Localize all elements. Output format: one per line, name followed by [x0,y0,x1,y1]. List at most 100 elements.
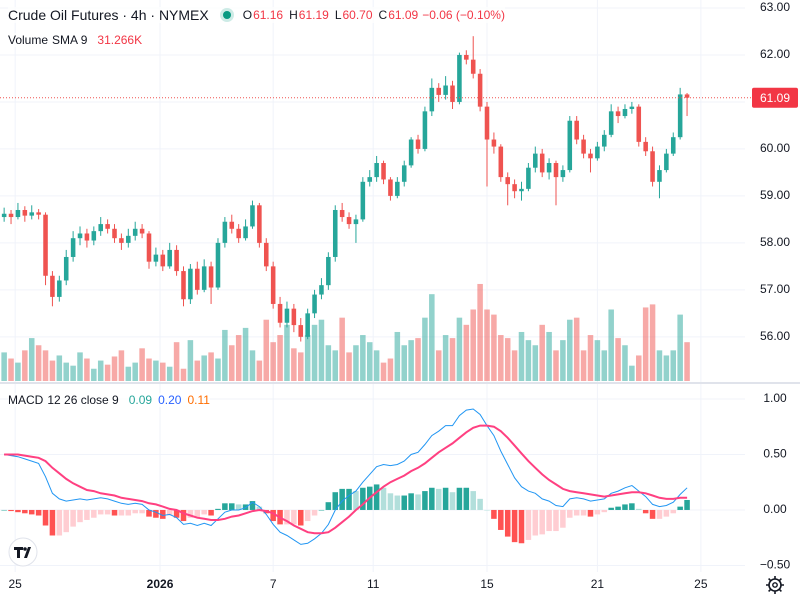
ohlc-values: O 61.16 H 61.19 L 60.70 C 61.09 [243,8,419,22]
volume-bar [325,345,332,381]
x-tick-label: 15 [480,577,494,591]
histogram-bar [629,503,635,510]
symbol-title[interactable]: Crude Oil Futures · 4h · NYMEX [8,7,209,23]
candle-body [174,249,179,272]
volume-layer [1,283,690,381]
histogram-bar [139,509,145,514]
last-price-tag [752,87,798,108]
volume-name[interactable]: Volume [8,33,49,47]
histogram-bar [222,503,228,510]
volume-bar [401,345,407,381]
volume-bar [656,350,663,381]
histogram-bar [84,509,90,520]
candle-body [201,266,207,290]
volume-bar [153,360,159,381]
histogram-bar [49,509,56,536]
volume-bar [484,309,490,381]
candle-body [505,177,510,185]
volume-bar [594,340,601,381]
histogram-bar [311,509,318,516]
candle-body [602,134,607,147]
candle-body [105,224,110,229]
volume-bar [256,360,263,381]
y-tick-label: 58.00 [760,235,790,249]
volume-bar [222,329,228,381]
histogram-bar [484,509,490,511]
y-tick-label: 63.00 [760,0,790,14]
volume-bar [291,348,297,381]
x-tick-label: 11 [367,577,380,591]
x-tick-label: 25 [8,577,22,591]
candle-body [553,163,559,178]
histogram-bar [91,509,97,518]
candle-body [112,228,117,239]
candle-body [270,266,276,304]
candle-body [422,111,428,149]
candle-body [470,59,476,74]
macd-legend-value: 0.20 [158,393,182,407]
histogram-bar [118,509,125,516]
candle-body [305,313,310,337]
histogram-bar [22,509,28,514]
histogram-bar [373,484,380,510]
candle-body [443,85,448,95]
volume-bar [187,340,194,381]
candle-body [560,170,566,178]
histogram-bar [132,509,138,514]
histogram-bar [256,506,263,510]
histogram-bar [332,492,339,510]
histogram-bar [518,509,525,544]
histogram-bar [28,509,35,515]
candle-body [436,87,441,95]
histogram-bar [318,509,325,511]
candle-body [22,209,28,216]
candle-body [15,209,21,218]
histogram-bar [580,509,587,516]
candle-body [498,146,504,178]
volume-bar [166,366,173,381]
candle-body [360,181,366,220]
volume-bar [63,362,69,381]
candle-body [574,120,579,140]
volume-bar [360,335,366,381]
volume-bar [380,362,387,381]
candle-body [629,106,635,109]
volume-bar [70,365,76,381]
y-tick-label: 0.50 [763,447,787,461]
volume-bar [670,350,677,381]
candle-body [160,254,166,267]
macd-layer [1,408,690,545]
volume-bar [539,324,545,381]
volume-bar [35,345,42,381]
volume-bar [373,350,380,381]
candle-body [346,217,352,225]
volume-bar [194,360,201,381]
candle-body [546,163,552,173]
volume-bar [511,350,518,381]
histogram-bar [491,509,497,519]
volume-bar [567,319,573,381]
histogram-bar [63,509,69,533]
candle-body [126,235,131,243]
candle-body [139,228,145,234]
x-tick-label: 21 [591,577,605,591]
histogram-bar [387,493,394,510]
settings-button[interactable] [766,576,784,594]
histogram-bar [173,509,180,518]
histogram-bar [442,487,449,510]
volume-bar [91,368,97,381]
histogram-bar [104,509,111,515]
volume-bar [304,335,311,381]
candle-body [526,167,531,189]
volume-bar [525,340,532,381]
price-change: −0.06 (−0.10%) [422,8,505,22]
histogram-bar [304,509,311,522]
histogram-bar [187,509,194,518]
macd-name[interactable]: MACD [8,393,44,407]
volume-bar [173,342,180,381]
histogram-bar [415,494,421,510]
candle-body [29,212,35,216]
y-tick-label: 59.00 [760,188,790,202]
last-price-label: 61.09 [760,91,790,105]
histogram-bar [649,509,656,519]
